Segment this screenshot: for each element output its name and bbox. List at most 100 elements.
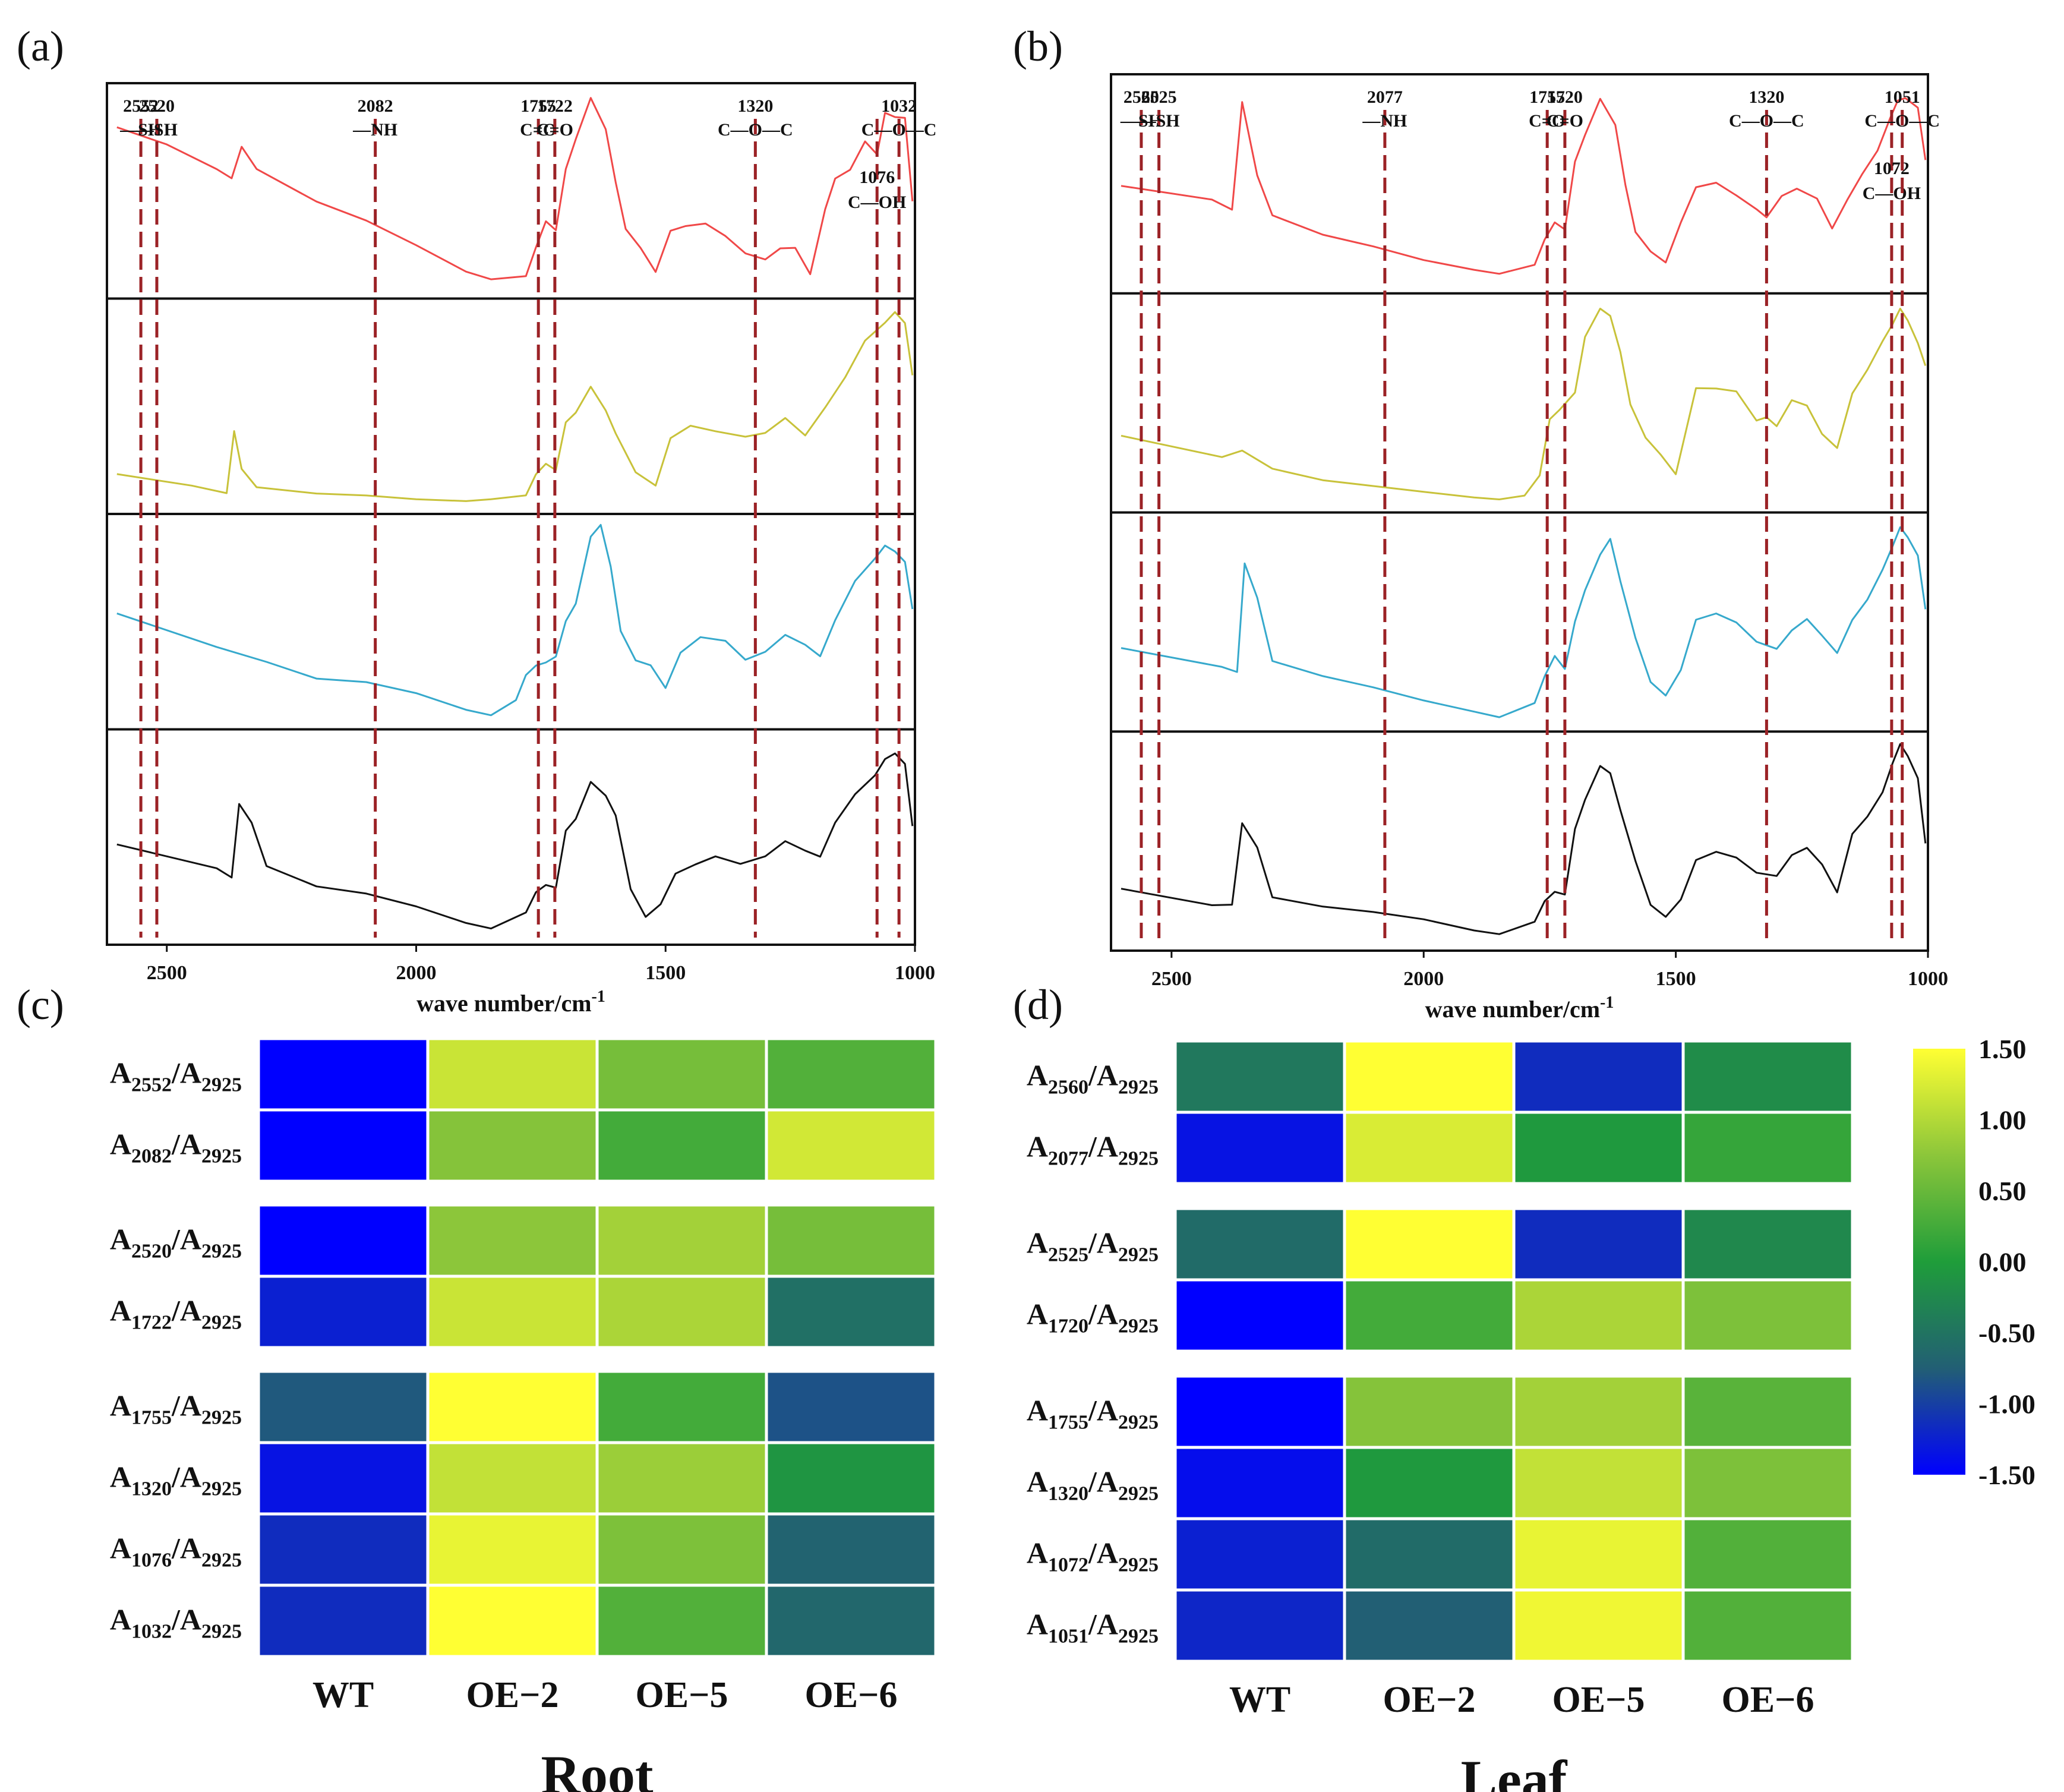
x-axis-title-superscript: -1 (1600, 993, 1614, 1012)
heatmap-cell (1173, 1446, 1346, 1520)
series-line-2 (1121, 307, 1927, 500)
heatmap-cell (595, 1512, 768, 1587)
panel-label-c: (c) (17, 981, 64, 1028)
marker-wavenumber-label: 2520 (139, 96, 175, 116)
marker-wavenumber-label: 1755 (520, 96, 556, 116)
x-tick-label: 2500 (147, 962, 187, 984)
row-label: A1032/A2925 (110, 1602, 242, 1642)
heatmap-cell (1173, 1374, 1346, 1449)
heatmap-cell (1343, 1374, 1516, 1449)
heatmap-cell (257, 1370, 430, 1444)
column-label: OE−5 (1552, 1680, 1645, 1720)
heatmap-cell (426, 1274, 599, 1349)
heatmap-cell (1173, 1278, 1346, 1353)
series-line-4 (116, 752, 914, 930)
column-label: OE−2 (466, 1675, 559, 1715)
heatmap-cell (1512, 1446, 1685, 1520)
heatmap-cell (1512, 1278, 1685, 1353)
colorbar: 1.50 1.00 0.50 0.00 -0.50 -1.00 -1.50 (1913, 1034, 2035, 1490)
heatmap-cell (595, 1441, 768, 1516)
x-tick-label: 1000 (1908, 968, 1948, 990)
marker-group-label: C=O (1529, 111, 1566, 131)
heatmap-cell (426, 1037, 599, 1112)
heatmap-cell (595, 1583, 768, 1658)
heatmap-cell (426, 1441, 599, 1516)
heatmap-cell (1681, 1207, 1854, 1282)
heatmap-cell (1173, 1039, 1346, 1114)
marker-wavenumber-label: 2082 (358, 96, 393, 116)
heatmap-cell (426, 1203, 599, 1278)
marker-wavenumber-label: 2525 (1141, 87, 1177, 107)
heatmap-cell (257, 1441, 430, 1516)
heatmap-cell (1681, 1278, 1854, 1353)
heatmap-cell (765, 1274, 938, 1349)
heatmap-cell (257, 1108, 430, 1183)
x-axis-title: wave number/cm-1 (1425, 993, 1614, 1023)
heatmap-cell (1681, 1517, 1854, 1592)
heatmap-cell (257, 1274, 430, 1349)
x-tick-label: 1500 (1656, 968, 1696, 990)
heatmap-cell (426, 1370, 599, 1444)
heatmap-cell (257, 1037, 430, 1112)
heatmap-cell (1681, 1446, 1854, 1520)
series-line-4 (1121, 743, 1927, 935)
series-line-1 (116, 97, 914, 280)
marker-group-label: C—O—C (1729, 111, 1804, 131)
heatmap-cell (595, 1370, 768, 1444)
marker-wavenumber-label: 1320 (737, 96, 773, 116)
marker-group-label: C=O (1547, 111, 1583, 131)
heatmap-cell (765, 1370, 938, 1444)
heatmap-cell (257, 1512, 430, 1587)
marker-wavenumber-label: 1755 (1529, 87, 1565, 107)
marker-group-label: C—O—C (861, 120, 937, 140)
colorbar-tick-label: 0.00 (1978, 1247, 2027, 1277)
series-line-2 (116, 311, 914, 502)
row-label: A1051/A2925 (1027, 1607, 1159, 1647)
marker-group-label: —SH (119, 120, 162, 140)
marker-wavenumber-label: 1051 (1885, 87, 1920, 107)
panel-label-a: (a) (17, 23, 64, 70)
heatmap-cell (1343, 1207, 1516, 1282)
row-label: A2077/A2925 (1027, 1130, 1159, 1169)
marker-group-label: C—OH (848, 193, 906, 212)
colorbar-tick-label: 1.50 (1978, 1034, 2027, 1064)
row-label: A1072/A2925 (1027, 1536, 1159, 1576)
heatmap-cell (1343, 1446, 1516, 1520)
heatmap-cell (595, 1274, 768, 1349)
marker-group-label: C—O—C (1864, 111, 1940, 131)
x-tick-label: 1500 (645, 962, 686, 984)
heatmap-cell (1173, 1517, 1346, 1592)
heatmap-cell (765, 1583, 938, 1658)
heatmap-cell (1512, 1517, 1685, 1592)
colorbar-tick-label: -1.00 (1978, 1389, 2035, 1419)
marker-wavenumber-label: 1076 (859, 168, 895, 187)
heatmap-cell (426, 1512, 599, 1587)
heatmap-cell (765, 1203, 938, 1278)
colorbar-tick-label: -0.50 (1978, 1318, 2035, 1348)
tissue-title: Root (541, 1744, 653, 1792)
row-label: A1720/A2925 (1027, 1297, 1159, 1337)
heatmap-cell (1343, 1517, 1516, 1592)
spectra-plot-a: 2552 —SH 2520 —SH 2082 —NH 1755 C=O 1722 C=O 1320 C… (106, 82, 937, 1017)
marker-wavenumber-label: 1720 (1547, 87, 1583, 107)
marker-wavenumber-label: 2077 (1367, 87, 1403, 107)
marker-group-label: —NH (1362, 111, 1407, 131)
heatmap-cell (1512, 1207, 1685, 1282)
colorbar-tick-label: 0.50 (1978, 1176, 2027, 1206)
heatmap-cell (1681, 1110, 1854, 1185)
tissue-title: Leaf (1461, 1749, 1568, 1792)
heatmap-cell (765, 1108, 938, 1183)
marker-group-label: C=O (520, 120, 557, 140)
series-line-3 (116, 523, 914, 717)
row-label: A1320/A2925 (1027, 1465, 1159, 1504)
row-label: A1755/A2925 (1027, 1393, 1159, 1433)
x-tick-label: 2500 (1151, 968, 1192, 990)
marker-group-label: —SH (135, 120, 178, 140)
x-tick-label: 1000 (895, 962, 935, 984)
heatmap-cell (595, 1037, 768, 1112)
row-label: A1076/A2925 (110, 1531, 242, 1571)
marker-group-label: C—O—C (718, 120, 793, 140)
heatmap-cell (1173, 1110, 1346, 1185)
marker-group-label: —SH (1138, 111, 1180, 131)
